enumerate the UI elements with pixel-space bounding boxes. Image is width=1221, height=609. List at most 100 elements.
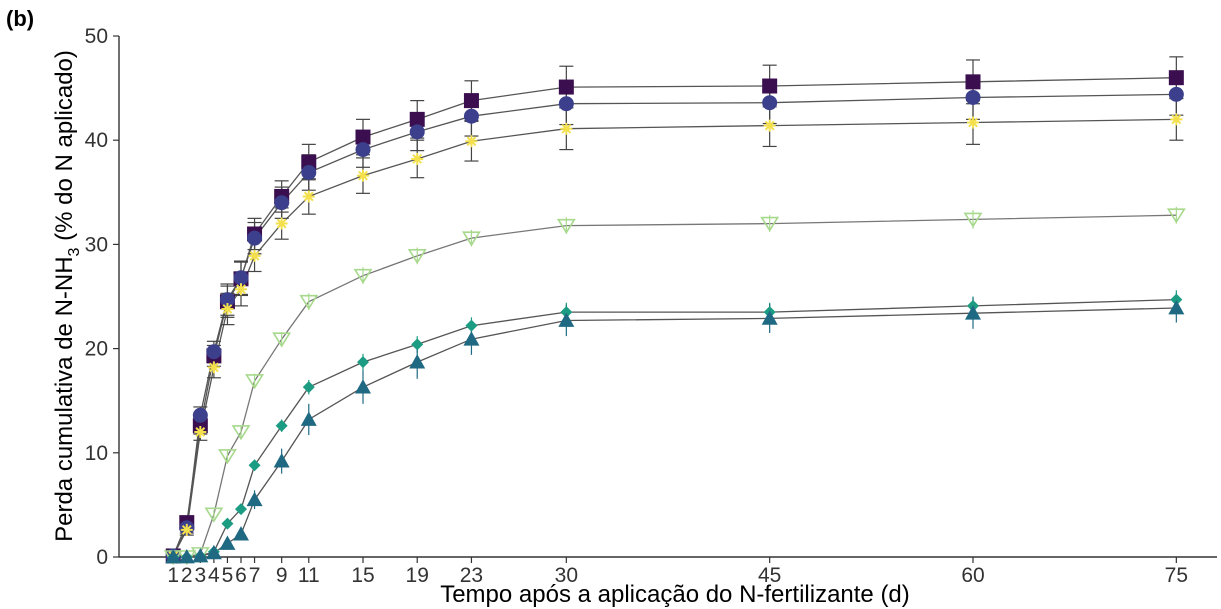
data-point-diamond — [275, 419, 288, 432]
data-point-circle — [233, 270, 249, 286]
data-point-square — [301, 154, 317, 170]
data-point-star — [302, 190, 315, 203]
data-point-triangle-up — [965, 305, 981, 320]
x-tick-label: 4 — [208, 564, 220, 587]
data-point-triangle-down — [760, 216, 780, 232]
x-tick-label: 2 — [181, 564, 193, 587]
data-point-triangle-down — [353, 268, 373, 284]
data-point-triangle-up — [558, 312, 575, 327]
data-point-diamond — [411, 338, 424, 351]
data-point-triangle-down — [299, 294, 319, 311]
data-point-star — [560, 122, 573, 135]
y-tick-label: 20 — [85, 338, 108, 361]
data-point-star — [221, 303, 234, 316]
series-line-square — [172, 77, 1177, 557]
data-point-triangle-up — [246, 491, 263, 507]
data-point-circle — [762, 95, 778, 111]
data-point-triangle-down — [204, 507, 224, 523]
data-point-star — [763, 119, 776, 132]
data-point-star — [180, 523, 193, 536]
data-point-triangle-up — [219, 535, 236, 550]
y-axis-ticks: 0 10 20 30 40 50 — [85, 25, 119, 569]
y-tick-label: 50 — [85, 25, 108, 48]
data-point-triangle-up — [761, 310, 778, 325]
data-point-circle — [355, 142, 371, 158]
data-point-square — [558, 79, 574, 95]
data-point-triangle-up — [233, 526, 249, 541]
error-bars — [166, 56, 1184, 558]
x-tick-label: 15 — [351, 564, 374, 587]
x-tick-label: 7 — [249, 564, 261, 587]
y-axis-title: Perda cumulativa de N-NH3 (% do N aplica… — [51, 50, 83, 542]
series-line-triangle-down — [173, 214, 1177, 558]
data-point-diamond — [560, 306, 573, 319]
data-point-star — [194, 425, 207, 438]
data-point-star — [967, 116, 979, 129]
data-point-star — [465, 135, 478, 148]
data-point-triangle-up — [165, 549, 182, 564]
y-tick-label: 0 — [96, 546, 108, 569]
series-lines — [172, 77, 1177, 558]
series-line-triangle-up — [173, 307, 1177, 558]
data-point-star — [1170, 113, 1183, 126]
x-tick-label: 9 — [276, 564, 288, 587]
x-axis-ticks: 1 2 3 4 5 6 7 9 11 15 19 23 30 45 60 75 — [167, 557, 1188, 587]
data-point-square — [355, 129, 371, 145]
data-point-triangle-down — [556, 218, 576, 234]
series-line-star — [172, 118, 1177, 557]
data-point-circle — [965, 89, 981, 105]
y-tick-label: 40 — [85, 129, 108, 152]
data-point-square — [965, 74, 981, 90]
series-markers — [163, 70, 1186, 566]
data-point-triangle-down — [218, 449, 237, 465]
series-line-diamond — [173, 298, 1177, 558]
data-point-star — [248, 249, 261, 262]
x-tick-label: 11 — [298, 564, 320, 587]
data-point-triangle-down — [1166, 208, 1186, 224]
y-tick-label: 10 — [85, 442, 108, 465]
data-point-triangle-down — [963, 212, 983, 228]
data-point-triangle-up — [1168, 299, 1185, 315]
data-point-triangle-down — [245, 374, 264, 390]
data-point-diamond — [248, 459, 261, 472]
data-point-circle — [206, 344, 222, 360]
data-point-triangle-down — [407, 249, 427, 265]
data-point-star — [411, 152, 424, 165]
x-tick-label: 60 — [961, 564, 984, 587]
x-tick-label: 5 — [222, 564, 234, 587]
data-point-square — [762, 78, 778, 94]
data-point-star — [207, 361, 220, 374]
data-point-star — [357, 169, 369, 182]
data-point-triangle-up — [463, 331, 480, 346]
data-point-triangle-up — [300, 411, 317, 426]
data-point-triangle-up — [355, 379, 371, 394]
data-point-circle — [247, 230, 263, 246]
data-point-triangle-up — [192, 547, 209, 563]
x-tick-label: 75 — [1165, 564, 1188, 587]
data-point-triangle-up — [205, 544, 222, 560]
data-point-diamond — [302, 381, 315, 394]
y-axis-title-tail: (% do N aplicado) — [51, 50, 78, 247]
data-point-diamond — [221, 517, 234, 530]
data-point-diamond — [235, 503, 247, 516]
series-line-circle — [172, 93, 1177, 557]
x-tick-label: 30 — [555, 564, 578, 587]
y-axis-title-subscript: 3 — [66, 247, 83, 256]
data-point-square — [409, 111, 425, 127]
data-point-circle — [274, 195, 290, 211]
data-point-triangle-down — [462, 231, 481, 247]
data-point-diamond — [465, 319, 478, 332]
data-point-circle — [301, 165, 317, 181]
data-point-triangle-down — [231, 425, 251, 441]
data-point-circle — [1168, 86, 1184, 102]
data-point-circle — [463, 108, 479, 124]
x-tick-label: 45 — [758, 564, 781, 587]
data-point-diamond — [357, 356, 369, 369]
data-point-triangle-up — [178, 549, 195, 564]
x-tick-label: 19 — [406, 564, 429, 587]
data-point-triangle-down — [272, 332, 292, 348]
data-point-square — [1168, 70, 1184, 86]
data-point-triangle-up — [409, 354, 426, 369]
data-point-triangle-up — [273, 453, 290, 468]
